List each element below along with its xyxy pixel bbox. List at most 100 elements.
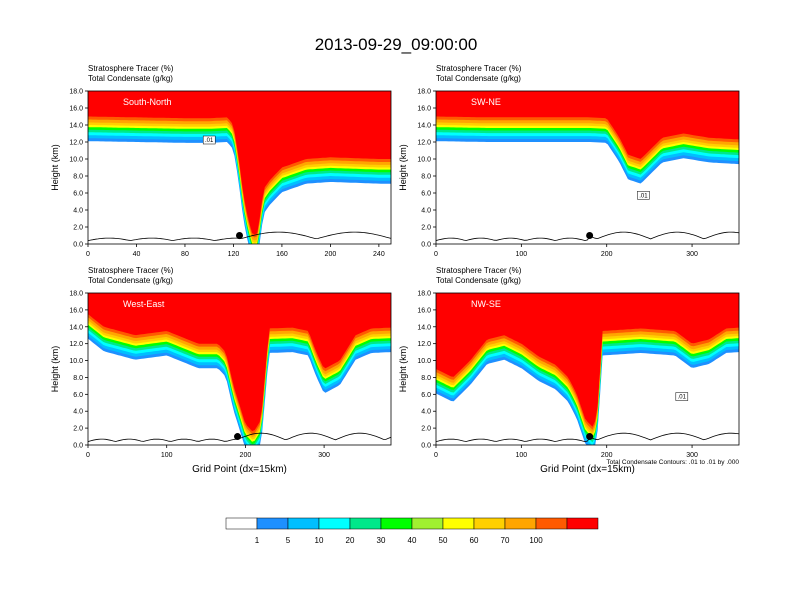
y-axis-label: Height (km) bbox=[398, 144, 408, 191]
contour-label-box bbox=[637, 191, 650, 200]
colorbar-swatch bbox=[473, 517, 506, 530]
x-tick-label: 200 bbox=[325, 251, 337, 258]
colorbar-label: 40 bbox=[408, 536, 417, 545]
x-tick-label: 300 bbox=[686, 251, 698, 258]
panel-nw-se: NW-SE Stratosphere Tracer (%) Total Conden… bbox=[398, 266, 740, 475]
colorbar-swatch bbox=[442, 517, 475, 530]
troposphere-fill bbox=[88, 338, 391, 445]
y-tick-label: 8.0 bbox=[421, 375, 431, 382]
y-tick-label: 10.0 bbox=[69, 157, 83, 164]
panel-frame bbox=[435, 90, 740, 245]
var-label-tracer: Stratosphere Tracer (%) bbox=[436, 266, 522, 275]
plot-area bbox=[88, 91, 391, 244]
figure-title: 2013-09-29_09:00:00 bbox=[315, 35, 478, 54]
colorbar-label: 20 bbox=[346, 536, 355, 545]
y-tick-label: 6.0 bbox=[421, 191, 431, 198]
colorbar-swatch bbox=[380, 517, 413, 530]
colorbar-label: 1 bbox=[255, 536, 260, 545]
panel-label: SW-NE bbox=[471, 97, 501, 107]
y-tick-label: 6.0 bbox=[421, 392, 431, 399]
y-tick-label: 10.0 bbox=[417, 358, 431, 365]
colorbar-swatch bbox=[225, 517, 258, 530]
x-tick-label: 100 bbox=[516, 452, 528, 459]
x-axis-label: Grid Point (dx=15km) bbox=[540, 464, 635, 475]
colorbar-swatch bbox=[318, 517, 351, 530]
y-tick-label: 18.0 bbox=[417, 89, 431, 96]
contour-label: .01 bbox=[205, 138, 214, 144]
x-axis-label: Grid Point (dx=15km) bbox=[192, 464, 287, 475]
y-axis-label: Height (km) bbox=[50, 144, 60, 191]
terrain-line bbox=[436, 432, 739, 443]
y-axis-label: Height (km) bbox=[398, 346, 408, 393]
y-tick-label: 0.0 bbox=[421, 443, 431, 450]
contour-label-box bbox=[202, 135, 216, 145]
colorbar-swatch bbox=[504, 517, 537, 530]
y-tick-label: 16.0 bbox=[417, 106, 431, 113]
var-label-condensate: Total Condensate (g/kg) bbox=[88, 276, 173, 285]
x-tick-label: 80 bbox=[181, 251, 189, 258]
colorbar-swatch bbox=[349, 517, 382, 530]
y-tick-label: 0.0 bbox=[421, 242, 431, 249]
contour-label-box bbox=[675, 392, 689, 401]
y-tick-label: 4.0 bbox=[421, 409, 431, 416]
y-tick-label: 4.0 bbox=[73, 409, 83, 416]
colorbar-label: 60 bbox=[470, 536, 479, 545]
x-tick-label: 0 bbox=[86, 251, 90, 258]
troposphere-fill bbox=[436, 141, 739, 244]
y-tick-label: 16.0 bbox=[69, 307, 83, 314]
plot-area bbox=[88, 293, 391, 445]
y-tick-label: 2.0 bbox=[421, 225, 431, 232]
colorbar-swatch bbox=[566, 517, 599, 530]
contour-note: Total Condensate Contours: .01 to .01 by… bbox=[606, 459, 739, 466]
plot-area bbox=[436, 91, 739, 244]
y-tick-label: 12.0 bbox=[69, 341, 83, 348]
colorbar-label: 10 bbox=[315, 536, 324, 545]
var-label-tracer: Stratosphere Tracer (%) bbox=[88, 64, 174, 73]
y-tick-label: 0.0 bbox=[73, 242, 83, 249]
y-tick-label: 18.0 bbox=[69, 291, 83, 298]
x-tick-label: 300 bbox=[686, 452, 698, 459]
terrain-line bbox=[436, 231, 739, 242]
colorbar-label: 5 bbox=[286, 536, 291, 545]
panel-label: NW-SE bbox=[471, 299, 501, 309]
y-tick-label: 18.0 bbox=[417, 291, 431, 298]
x-tick-label: 120 bbox=[228, 251, 240, 258]
colorbar-swatch bbox=[287, 517, 320, 530]
panel-label: West-East bbox=[123, 299, 165, 309]
x-tick-label: 0 bbox=[86, 452, 90, 459]
location-marker bbox=[586, 433, 594, 441]
x-tick-label: 0 bbox=[434, 452, 438, 459]
panel-frame bbox=[87, 292, 392, 446]
panel-sw-ne: SW-NE Stratosphere Tracer (%)Total Conden… bbox=[398, 64, 740, 258]
colorbar-label: 50 bbox=[439, 536, 448, 545]
colorbar-label: 70 bbox=[501, 536, 510, 545]
x-tick-label: 100 bbox=[516, 251, 528, 258]
var-label-tracer: Stratosphere Tracer (%) bbox=[88, 266, 174, 275]
y-tick-label: 8.0 bbox=[73, 375, 83, 382]
y-tick-label: 12.0 bbox=[69, 140, 83, 147]
panel-frame bbox=[87, 90, 392, 245]
y-tick-label: 10.0 bbox=[417, 157, 431, 164]
x-tick-label: 240 bbox=[373, 251, 385, 258]
y-tick-label: 6.0 bbox=[73, 191, 83, 198]
colorbar-swatch bbox=[256, 517, 289, 530]
y-tick-label: 8.0 bbox=[421, 174, 431, 181]
contour-label: .01 bbox=[678, 395, 687, 401]
x-tick-label: 160 bbox=[276, 251, 288, 258]
y-tick-label: 8.0 bbox=[73, 174, 83, 181]
y-tick-label: 14.0 bbox=[69, 324, 83, 331]
y-tick-label: 6.0 bbox=[73, 392, 83, 399]
x-tick-label: 0 bbox=[434, 251, 438, 258]
colorbar-label: 30 bbox=[377, 536, 386, 545]
y-tick-label: 2.0 bbox=[73, 225, 83, 232]
y-tick-label: 14.0 bbox=[69, 123, 83, 130]
troposphere-fill bbox=[88, 141, 391, 244]
panel-label: South-North bbox=[123, 97, 172, 107]
x-tick-label: 200 bbox=[601, 251, 613, 258]
y-axis-label: Height (km) bbox=[50, 346, 60, 393]
y-tick-label: 16.0 bbox=[417, 307, 431, 314]
y-tick-label: 0.0 bbox=[73, 443, 83, 450]
y-tick-label: 4.0 bbox=[73, 208, 83, 215]
troposphere-fill bbox=[436, 352, 739, 445]
